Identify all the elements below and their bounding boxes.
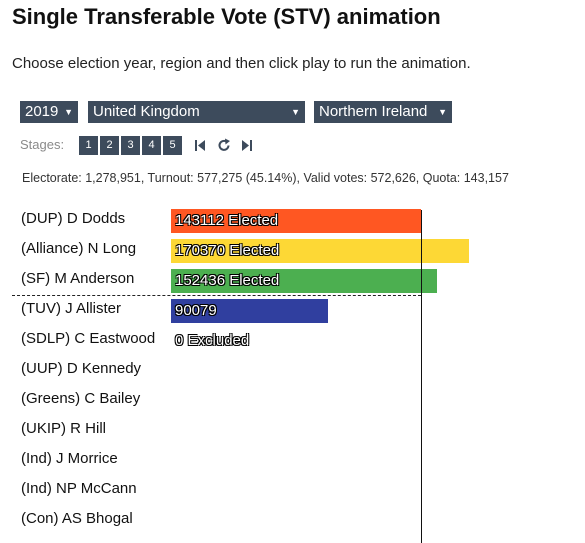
region-select[interactable]: Northern Ireland ▼	[314, 101, 452, 123]
vote-label: 152436 Elected	[175, 272, 280, 289]
vote-bar	[171, 269, 437, 293]
candidate-name: (Ind) NP McCann	[21, 480, 137, 497]
stage-2-button[interactable]: 2	[100, 136, 119, 155]
vote-label: 170370 Elected	[175, 242, 280, 259]
candidate-name: (Con) AS Bhogal	[21, 510, 133, 527]
candidate-name: (DUP) D Dodds	[21, 210, 126, 227]
candidate-name: (Ind) J Morrice	[21, 450, 118, 467]
vote-label: 143112 Elected	[175, 212, 279, 229]
skip-back-icon[interactable]	[192, 136, 208, 155]
skip-forward-icon[interactable]	[239, 136, 255, 155]
stage-3-button[interactable]: 3	[121, 136, 140, 155]
candidate-row: (Con) AS Bhogal	[0, 505, 585, 535]
candidate-name: (SF) M Anderson	[21, 270, 135, 287]
candidate-row: (TUV) J Allister 90079	[0, 295, 585, 325]
country-select-value: United Kingdom	[93, 103, 200, 120]
vote-label: 0 Excluded	[175, 332, 250, 349]
stages-label: Stages:	[20, 137, 65, 152]
vote-bar	[171, 239, 469, 263]
candidate-row: (Ind) NP McCann	[0, 475, 585, 505]
stage-1-button[interactable]: 1	[79, 136, 98, 155]
vote-bar	[171, 299, 328, 323]
candidate-row: (Ind) J Morrice	[0, 445, 585, 475]
candidate-row: (SF) M Anderson 152436 Elected	[0, 265, 585, 295]
candidate-row: (SDLP) C Eastwood 0 Excluded	[0, 325, 585, 355]
stage-5-button[interactable]: 5	[163, 136, 182, 155]
stage-4-button[interactable]: 4	[142, 136, 161, 155]
candidate-row: (UKIP) R Hill	[0, 415, 585, 445]
candidate-name: (UUP) D Kennedy	[21, 360, 142, 377]
candidate-row: (Greens) C Bailey	[0, 385, 585, 415]
page-title: Single Transferable Vote (STV) animation	[12, 4, 441, 29]
candidate-name: (TUV) J Allister	[21, 300, 122, 317]
country-select[interactable]: United Kingdom ▼	[88, 101, 305, 123]
candidate-name: (UKIP) R Hill	[21, 420, 106, 437]
candidate-row: (Alliance) N Long 170370 Elected	[0, 235, 585, 265]
chevron-down-icon: ▼	[291, 107, 300, 117]
candidate-row: (DUP) D Dodds 143112 Elected	[0, 205, 585, 235]
candidate-name: (Greens) C Bailey	[21, 390, 141, 407]
vote-label: 90079	[175, 302, 217, 319]
vote-bar	[171, 209, 421, 233]
candidate-row: (UUP) D Kennedy	[0, 355, 585, 385]
candidate-name: (SDLP) C Eastwood	[21, 330, 156, 347]
elected-cutoff-line	[12, 295, 421, 296]
quota-line	[421, 210, 422, 543]
intro-text: Choose election year, region and then cl…	[12, 55, 471, 72]
candidate-name: (Alliance) N Long	[21, 240, 137, 257]
replay-icon[interactable]	[216, 136, 232, 155]
chevron-down-icon: ▼	[438, 107, 447, 117]
chevron-down-icon: ▼	[64, 107, 73, 117]
year-select[interactable]: 2019 ▼	[20, 101, 78, 123]
region-select-value: Northern Ireland	[319, 103, 428, 120]
results-chart: (Con) AS Bhogal (Ind) NP McCann (Ind) J Mo…	[0, 205, 585, 543]
year-select-value: 2019	[25, 103, 59, 120]
election-summary: Electorate: 1,278,951, Turnout: 577,275 …	[22, 171, 509, 185]
